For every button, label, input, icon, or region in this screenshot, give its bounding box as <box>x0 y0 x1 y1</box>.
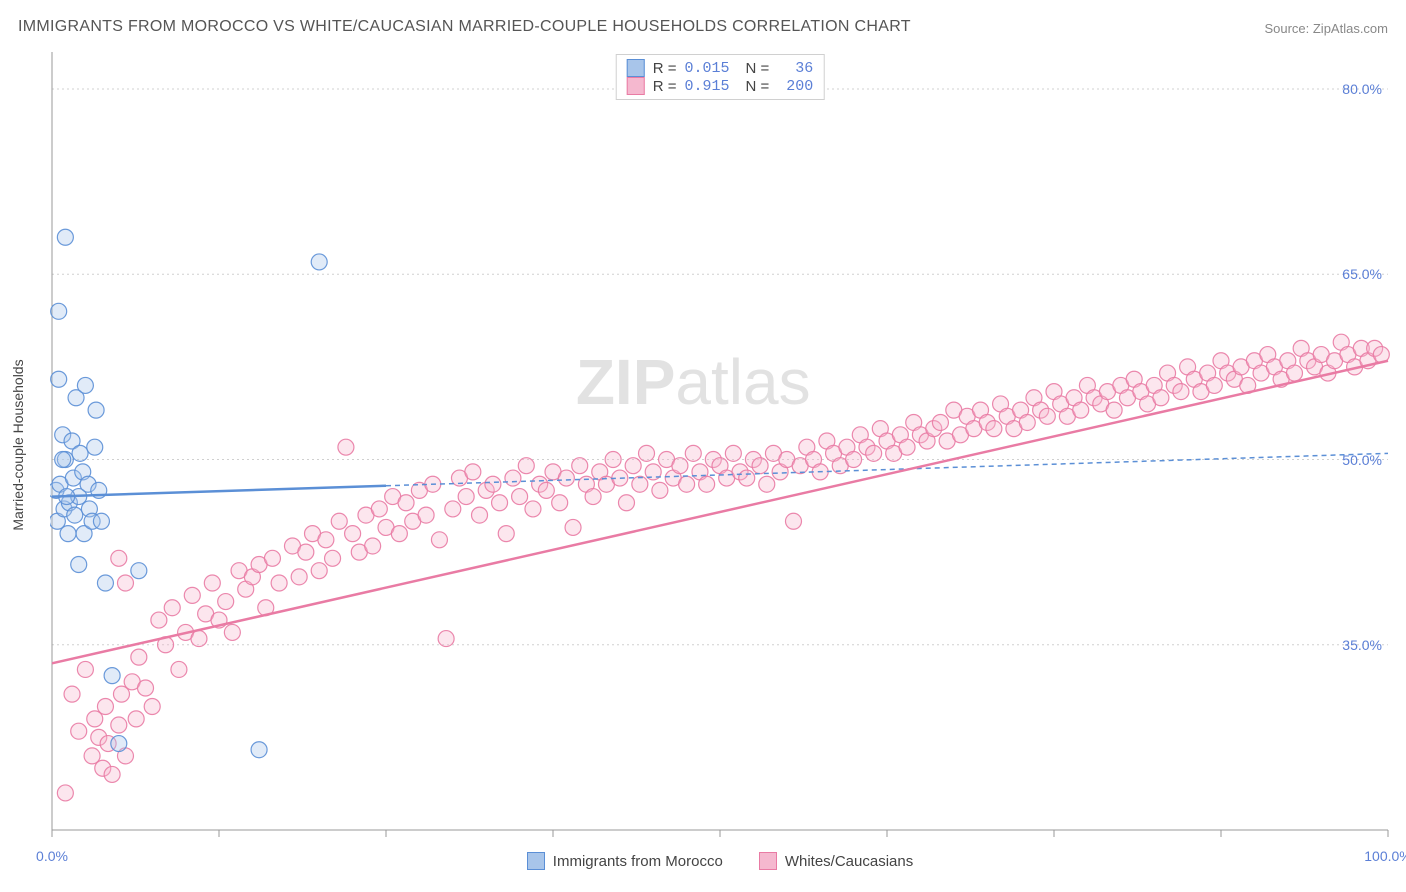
legend-series-item: Whites/Caucasians <box>759 852 913 870</box>
legend-series-item: Immigrants from Morocco <box>527 852 723 870</box>
y-tick-label: 50.0% <box>1342 452 1382 468</box>
header: IMMIGRANTS FROM MOROCCO VS WHITE/CAUCASI… <box>0 0 1406 40</box>
source-label: Source: <box>1264 21 1312 36</box>
legend-stat-row: R = 0.915 N = 200 <box>627 77 814 95</box>
x-tick-label: 0.0% <box>36 848 68 864</box>
legend-series-label: Immigrants from Morocco <box>553 853 723 870</box>
chart-title: IMMIGRANTS FROM MOROCCO VS WHITE/CAUCASI… <box>18 18 911 36</box>
legend-r-label: R = <box>653 60 677 77</box>
legend-swatch <box>527 852 545 870</box>
correlation-legend: R = 0.015 N = 36 R = 0.915 N = 200 <box>616 54 825 100</box>
legend-r-value: 0.915 <box>684 78 729 95</box>
legend-swatch <box>759 852 777 870</box>
legend-series-label: Whites/Caucasians <box>785 853 913 870</box>
y-axis-label: Married-couple Households <box>10 359 26 530</box>
y-tick-label: 80.0% <box>1342 81 1382 97</box>
source-name: ZipAtlas.com <box>1313 21 1388 36</box>
scatter-plot <box>50 50 1390 840</box>
legend-n-value: 36 <box>777 60 813 77</box>
y-tick-label: 65.0% <box>1342 266 1382 282</box>
y-tick-label: 35.0% <box>1342 637 1382 653</box>
legend-swatch <box>627 59 645 77</box>
series-legend: Immigrants from Morocco Whites/Caucasians <box>50 852 1390 870</box>
chart-area: Married-couple Households ZIPatlas R =0.… <box>50 50 1390 840</box>
legend-n-label: N = <box>746 78 770 95</box>
legend-stat-row: R = 0.015 N = 36 <box>627 59 814 77</box>
legend-r-label: R = <box>653 78 677 95</box>
legend-n-value: 200 <box>777 78 813 95</box>
x-tick-label: 100.0% <box>1364 848 1406 864</box>
legend-n-label: N = <box>746 60 770 77</box>
legend-r-value: 0.015 <box>684 60 729 77</box>
legend-swatch <box>627 77 645 95</box>
source-attribution: Source: ZipAtlas.com <box>1264 21 1388 36</box>
chart-container: IMMIGRANTS FROM MOROCCO VS WHITE/CAUCASI… <box>0 0 1406 892</box>
